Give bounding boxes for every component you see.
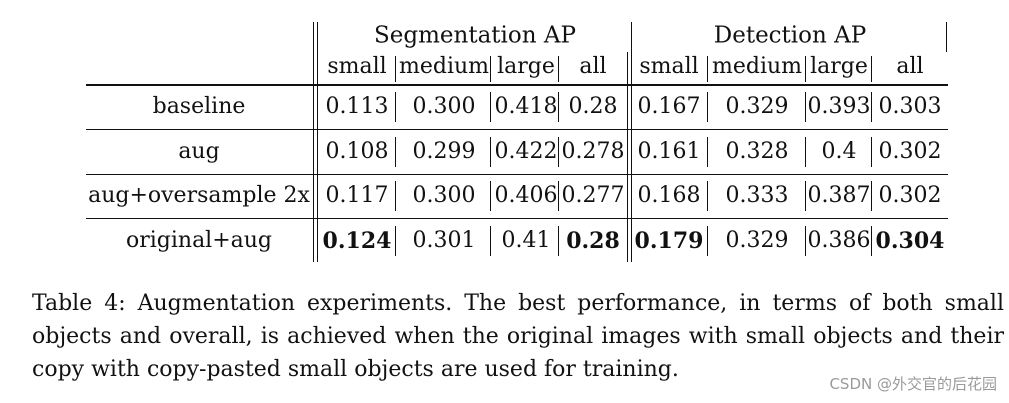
table-cell: 0.302: [878, 139, 942, 164]
cell-separator: [707, 181, 708, 211]
cell-separator: [871, 181, 872, 211]
cell-separator: [490, 137, 491, 167]
table-cell: 0.278: [561, 139, 625, 164]
table-cell: 0.108: [325, 139, 389, 164]
group-header: Segmentation AP: [374, 22, 576, 49]
cell-separator: [558, 92, 559, 122]
table-cell: 0.41: [501, 228, 551, 253]
cell-separator: [490, 226, 491, 256]
cell-separator: [395, 137, 396, 167]
column-header: large: [810, 54, 868, 79]
subheader-separator: [707, 56, 708, 82]
table-cell: 0.303: [878, 94, 942, 119]
table-cell: 0.333: [725, 183, 789, 208]
row-name: original+aug: [125, 228, 273, 253]
row-rule: [86, 218, 948, 219]
subheader-separator: [490, 56, 491, 82]
cell-separator: [871, 226, 872, 256]
cell-separator: [627, 137, 628, 167]
header-end-bar: [946, 22, 947, 52]
table-cell: 0.301: [412, 228, 476, 253]
table-cell: 0.386: [807, 228, 871, 253]
table-cell: 0.167: [637, 94, 701, 119]
column-header: medium: [398, 54, 490, 79]
table-cell: 0.117: [325, 183, 389, 208]
cell-separator: [627, 92, 628, 122]
table-cell: 0.299: [412, 139, 476, 164]
table-caption: Table 4: Augmentation experiments. The b…: [32, 291, 1004, 382]
watermark: CSDN @外交官的后花园: [829, 375, 997, 393]
cell-separator: [805, 226, 806, 256]
table-cell: 0.302: [878, 183, 942, 208]
table-cell: 0.387: [807, 183, 871, 208]
cell-separator: [805, 181, 806, 211]
column-header: small: [639, 54, 699, 79]
double-bar-mid: [631, 22, 632, 262]
table-cell: 0.329: [725, 228, 789, 253]
column-header: all: [896, 54, 924, 79]
table-cell: 0.422: [494, 139, 558, 164]
table-cell: 0.329: [725, 94, 789, 119]
table-cell: 0.300: [412, 94, 476, 119]
table-cell: 0.168: [637, 183, 701, 208]
table-cell: 0.124: [322, 228, 392, 254]
table-cell: 0.161: [637, 139, 701, 164]
table-cell: 0.328: [725, 139, 789, 164]
cell-separator: [871, 92, 872, 122]
cell-separator: [805, 137, 806, 167]
group-header: Detection AP: [713, 22, 867, 49]
subheader-separator: [871, 56, 872, 82]
column-header: medium: [711, 54, 803, 79]
table-cell: 0.277: [561, 183, 625, 208]
table-cell: 0.304: [875, 228, 945, 254]
subheader-separator: [805, 56, 806, 82]
table-cell: 0.28: [566, 228, 620, 254]
column-header: all: [579, 54, 607, 79]
table-cell: 0.179: [634, 228, 704, 254]
cell-separator: [707, 92, 708, 122]
cell-separator: [707, 137, 708, 167]
table-cell: 0.418: [494, 94, 558, 119]
header-rule: [86, 84, 948, 86]
cell-separator: [627, 181, 628, 211]
subheader-separator: [395, 56, 396, 82]
table-cell: 0.28: [568, 94, 618, 119]
double-bar-left: [317, 22, 318, 262]
table-cell: 0.393: [807, 94, 871, 119]
cell-separator: [490, 181, 491, 211]
row-name: baseline: [152, 94, 246, 119]
row-rule: [86, 174, 948, 175]
cell-separator: [395, 181, 396, 211]
cell-separator: [871, 137, 872, 167]
cell-separator: [558, 226, 559, 256]
cell-separator: [395, 226, 396, 256]
table-cell: 0.113: [325, 94, 389, 119]
cell-separator: [558, 137, 559, 167]
cell-separator: [395, 92, 396, 122]
results-table: Segmentation AP small medium large all Detect…: [86, 22, 948, 262]
cell-separator: [627, 226, 628, 256]
cell-separator: [558, 181, 559, 211]
cell-separator: [707, 226, 708, 256]
cell-separator: [805, 92, 806, 122]
double-bar-left: [313, 22, 314, 262]
cell-separator: [490, 92, 491, 122]
row-name: aug: [178, 139, 220, 164]
column-header: small: [327, 54, 387, 79]
table-cell: 0.300: [412, 183, 476, 208]
row-name: aug+oversample 2x: [88, 183, 310, 208]
column-header: large: [497, 54, 555, 79]
row-rule: [86, 129, 948, 130]
table-cell: 0.406: [494, 183, 558, 208]
table-cell: 0.4: [821, 139, 857, 164]
subheader-separator: [558, 56, 559, 82]
